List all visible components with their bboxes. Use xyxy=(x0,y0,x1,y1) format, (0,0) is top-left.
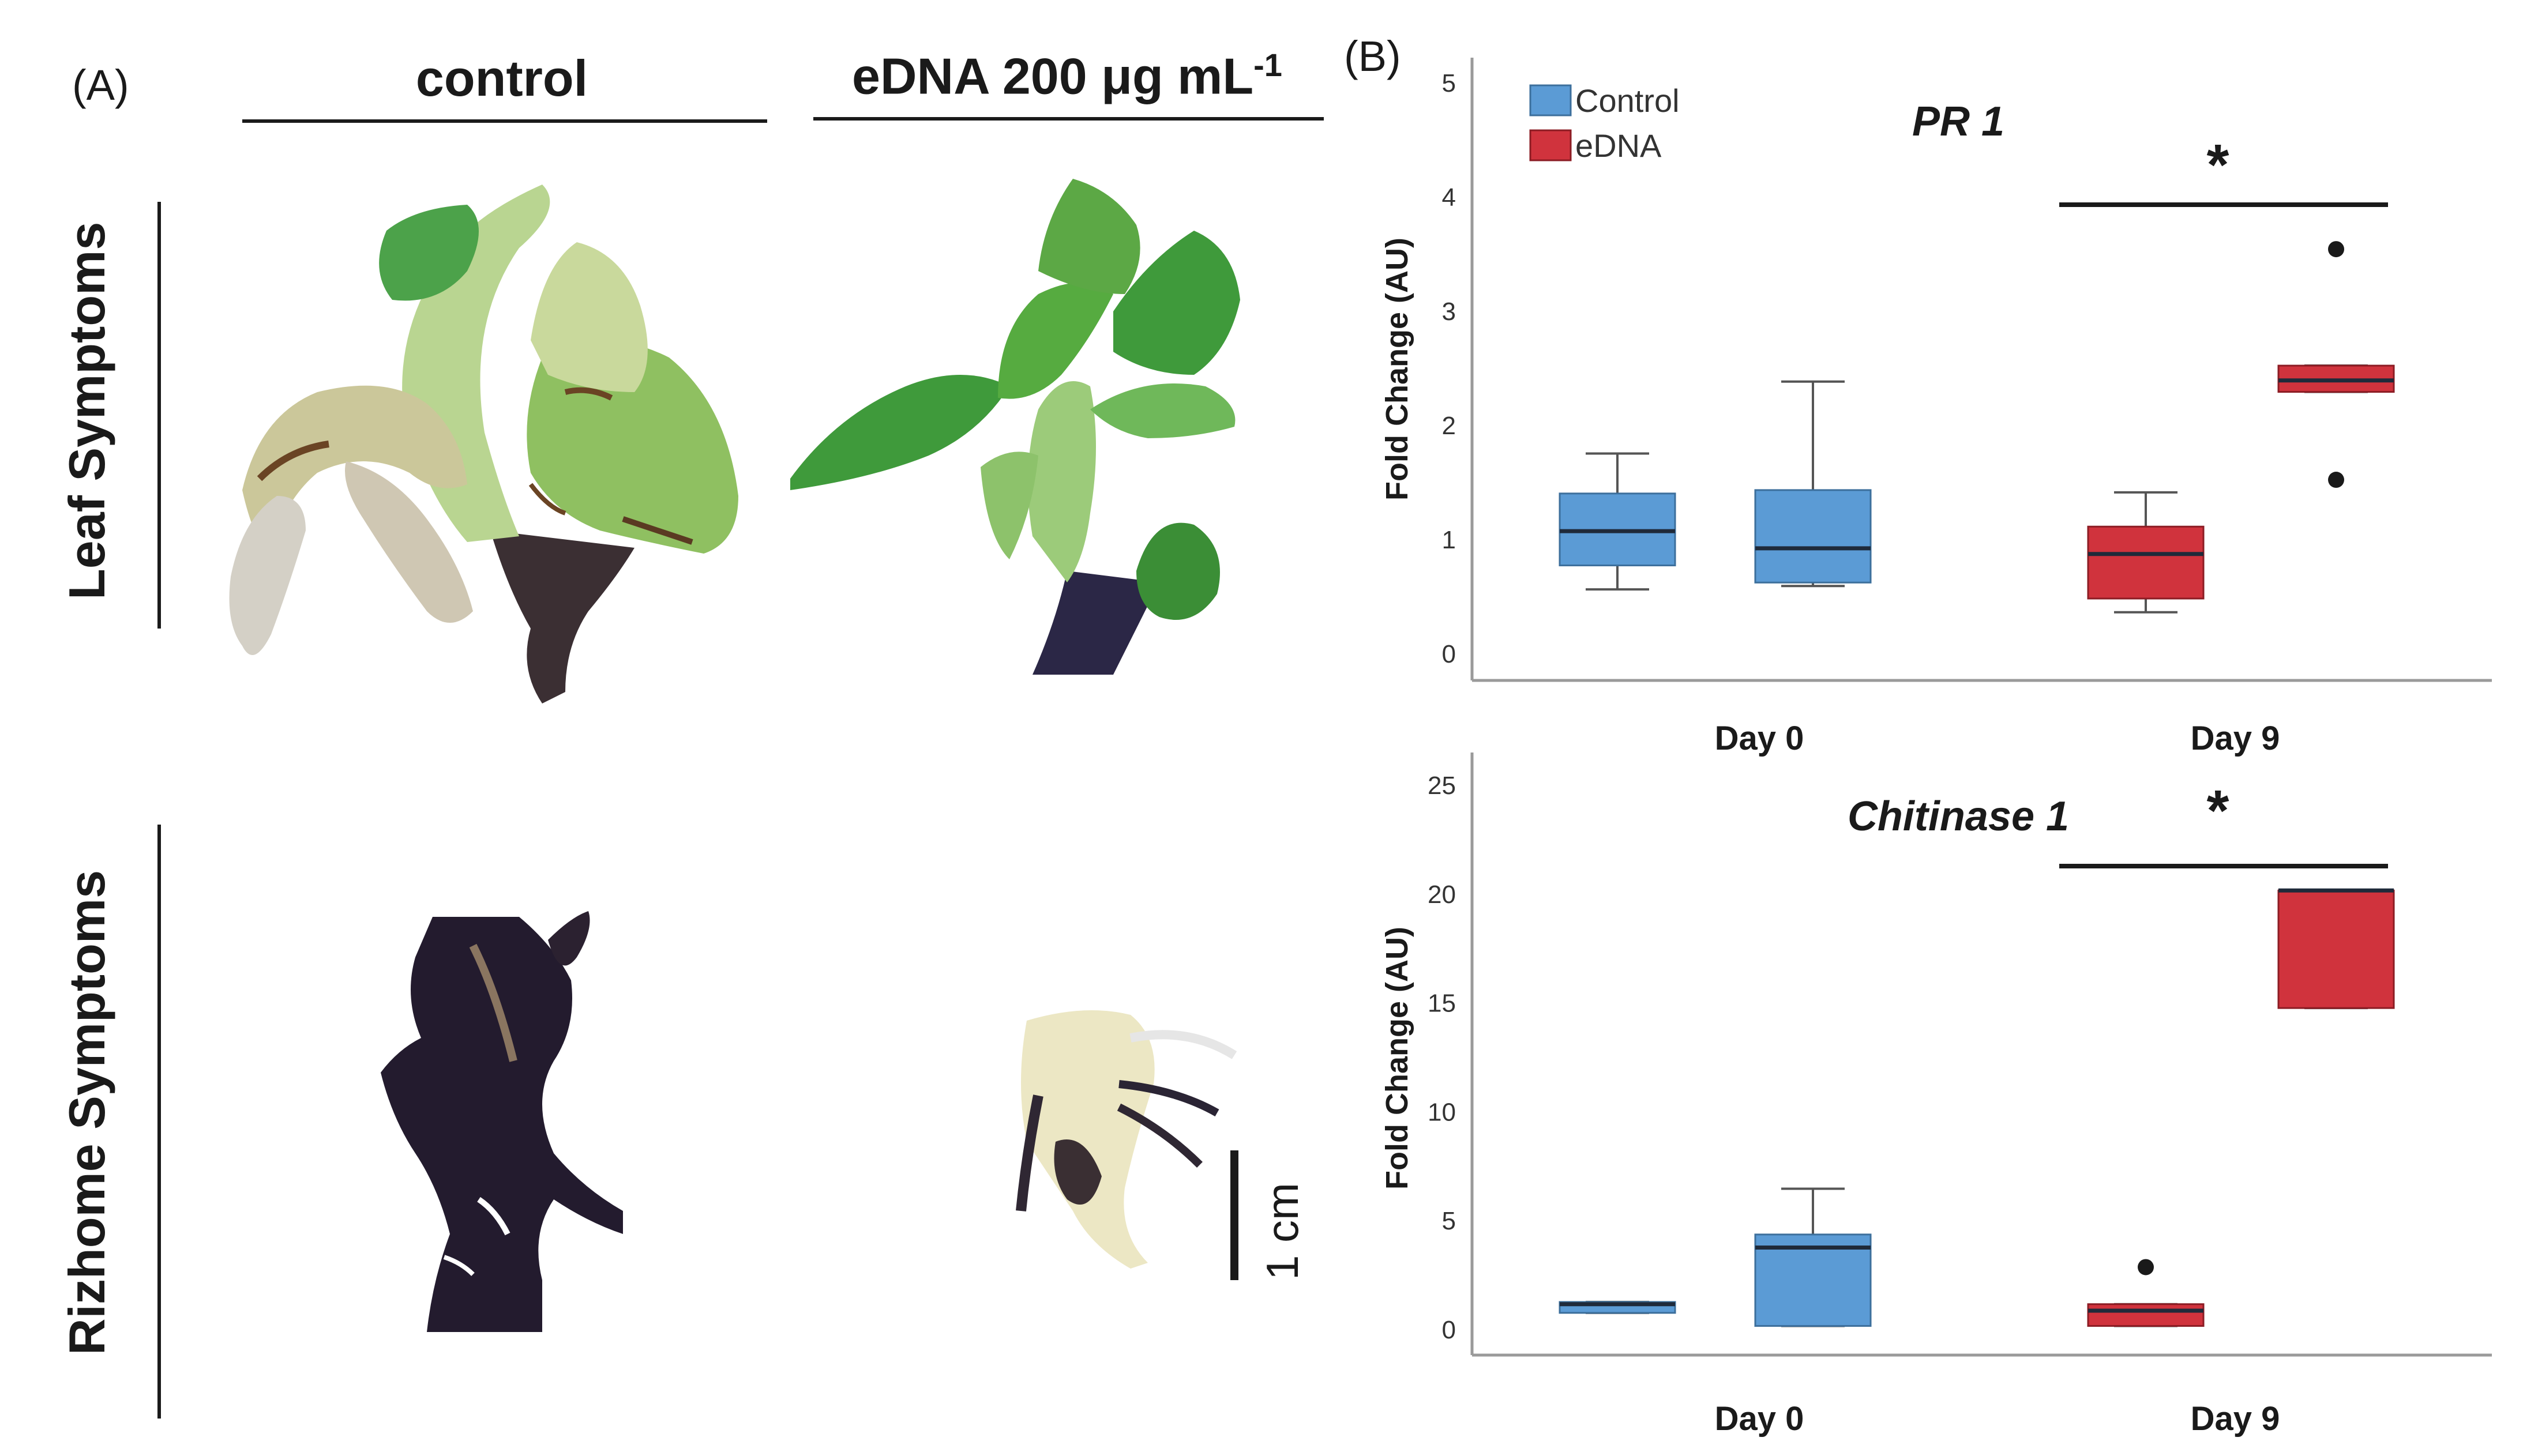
root xyxy=(1117,1103,1203,1168)
leaf xyxy=(531,242,648,392)
root-mass xyxy=(1033,571,1159,675)
photo-rhizome-edna xyxy=(1016,1010,1237,1269)
leaf xyxy=(1136,522,1220,620)
column-header-edna: eDNA 200 μg mL-1 xyxy=(808,46,1327,106)
leaf xyxy=(527,340,738,554)
column-header-edna-text: eDNA 200 μg mL xyxy=(852,47,1254,105)
y-tick-label: 10 xyxy=(1428,1098,1456,1126)
photo-rhizome-control xyxy=(381,911,623,1332)
leaf xyxy=(345,461,473,623)
legend-swatch-edna xyxy=(1529,129,1572,161)
leaf xyxy=(229,496,306,655)
y-axis-title: Fold Change (AU) xyxy=(1380,238,1414,501)
legend-label-control: Control xyxy=(1575,82,1680,119)
root xyxy=(548,911,590,966)
highlight xyxy=(477,1197,510,1236)
box-edna-day-9 xyxy=(2277,888,2395,1010)
legend-label-edna: eDNA xyxy=(1575,127,1662,164)
x-tick-label: Day 0 xyxy=(1715,1400,1804,1438)
y-tick-label: 1 xyxy=(1442,526,1456,554)
chart-chitinase1: 0 5 10 15 20 25 Fold Change (AU) Chitinase 1 Day… xyxy=(1380,753,2492,1438)
y-tick-label: 0 xyxy=(1442,640,1456,668)
box-control-day-0 xyxy=(1559,452,1676,591)
rot-patch xyxy=(1054,1139,1102,1205)
scale-bar-label: 1 cm xyxy=(1257,1182,1308,1280)
outlier-point xyxy=(2138,1259,2154,1276)
significance-star: * xyxy=(2207,778,2229,843)
lesion xyxy=(257,441,329,481)
leaf xyxy=(1090,383,1236,438)
highlight xyxy=(469,943,517,1062)
root xyxy=(1118,1080,1219,1117)
scale-bar xyxy=(1230,1150,1238,1280)
column-header-control-text: control xyxy=(415,50,588,107)
y-tick-label: 0 xyxy=(1442,1316,1456,1344)
y-tick-label: 25 xyxy=(1428,772,1456,800)
rhizome xyxy=(1021,1010,1155,1269)
leaf xyxy=(242,385,467,554)
lesion xyxy=(564,387,613,401)
box-control-day-9 xyxy=(1754,1187,1872,1327)
box-edna-day-9 xyxy=(2277,241,2395,488)
leaf xyxy=(998,283,1113,399)
row-header-leaf: Leaf Symptoms xyxy=(58,221,115,600)
box-iqr xyxy=(1754,1233,1872,1327)
leaf xyxy=(790,375,1009,490)
column-header-control: control xyxy=(242,49,761,108)
root xyxy=(1016,1094,1043,1212)
root-mass xyxy=(490,531,634,703)
rhizome xyxy=(381,917,623,1332)
panel-b-label: (B) xyxy=(1344,32,1401,80)
leaf xyxy=(1113,231,1240,375)
outlier-point xyxy=(2328,241,2344,258)
x-tick-label: Day 9 xyxy=(2191,1400,2280,1438)
leaf xyxy=(1038,179,1140,294)
row-header-rhizome: Rizhome Symptoms xyxy=(58,870,115,1355)
y-tick-label: 3 xyxy=(1442,298,1456,326)
leaf xyxy=(981,452,1038,559)
y-tick-label: 15 xyxy=(1428,990,1456,1018)
root xyxy=(1129,1030,1237,1059)
panel-a-label: (A) xyxy=(72,61,129,109)
y-axis-title: Fold Change (AU) xyxy=(1380,927,1414,1190)
box-iqr xyxy=(2277,889,2395,1009)
row-divider-rhizome xyxy=(157,825,161,1419)
photo-leaf-control xyxy=(229,185,738,703)
y-tick-label: 4 xyxy=(1442,183,1456,212)
row-divider-leaf xyxy=(157,202,161,629)
outlier-point xyxy=(2328,472,2344,488)
box-edna-day-0 xyxy=(2087,1259,2205,1327)
x-tick-label: Day 0 xyxy=(1715,720,1804,757)
significance-star: * xyxy=(2207,133,2229,197)
legend-swatch-control xyxy=(1529,84,1572,116)
column-header-control-underline xyxy=(242,119,767,123)
box-iqr xyxy=(1754,489,1872,584)
stem xyxy=(1028,381,1096,582)
box-iqr xyxy=(2087,525,2205,600)
y-tick-label: 20 xyxy=(1428,881,1456,909)
chart-pr1: 0 1 2 3 4 5 Fold Change (AU) PR 1 Day 0 Day 9 * Con… xyxy=(1380,58,2492,757)
photo-leaf-edna xyxy=(790,179,1240,675)
highlight xyxy=(443,1255,475,1276)
y-tick-label: 5 xyxy=(1442,1207,1456,1235)
column-header-edna-exponent: -1 xyxy=(1253,47,1282,83)
column-header-edna-underline xyxy=(813,117,1324,121)
lesion xyxy=(528,483,566,516)
box-edna-day-0 xyxy=(2087,491,2205,614)
chart-title: Chitinase 1 xyxy=(1848,793,2069,840)
x-tick-label: Day 9 xyxy=(2191,720,2280,757)
chart-title: PR 1 xyxy=(1912,99,2004,145)
leaf xyxy=(379,205,479,301)
y-tick-label: 5 xyxy=(1442,69,1456,97)
box-iqr xyxy=(2087,1303,2205,1327)
lesion xyxy=(622,516,693,545)
y-tick-label: 2 xyxy=(1442,412,1456,440)
box-control-day-9 xyxy=(1754,380,1872,588)
box-control-day-0 xyxy=(1559,1300,1676,1314)
